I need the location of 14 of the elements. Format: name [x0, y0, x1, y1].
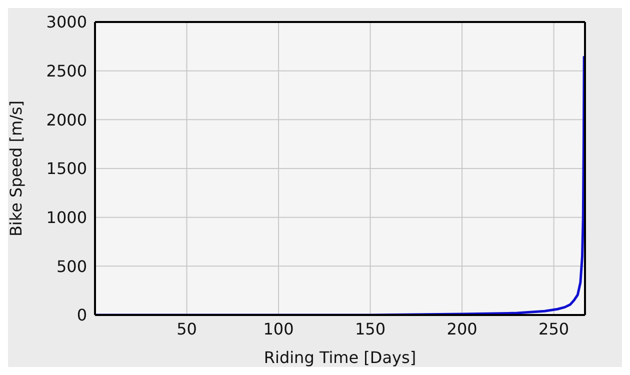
x-tick-label: 150	[355, 319, 386, 338]
y-axis-title: Bike Speed [m/s]	[6, 100, 26, 237]
y-tick-label: 2000	[46, 110, 87, 130]
x-axis-title: Riding Time [Days]	[264, 348, 416, 367]
y-tick-label: 2500	[46, 62, 87, 81]
y-tick-label: 0	[76, 306, 87, 325]
y-tick-label: 1000	[46, 208, 87, 228]
y-tick-label: 1500	[46, 159, 87, 178]
x-tick-label: 200	[446, 319, 478, 338]
x-tick-label: 250	[538, 319, 570, 338]
x-tick-label: 50	[176, 319, 197, 338]
x-tick-label: 100	[263, 319, 294, 338]
y-tick-label: 3000	[46, 12, 87, 32]
y-tick-label: 500	[56, 256, 87, 276]
